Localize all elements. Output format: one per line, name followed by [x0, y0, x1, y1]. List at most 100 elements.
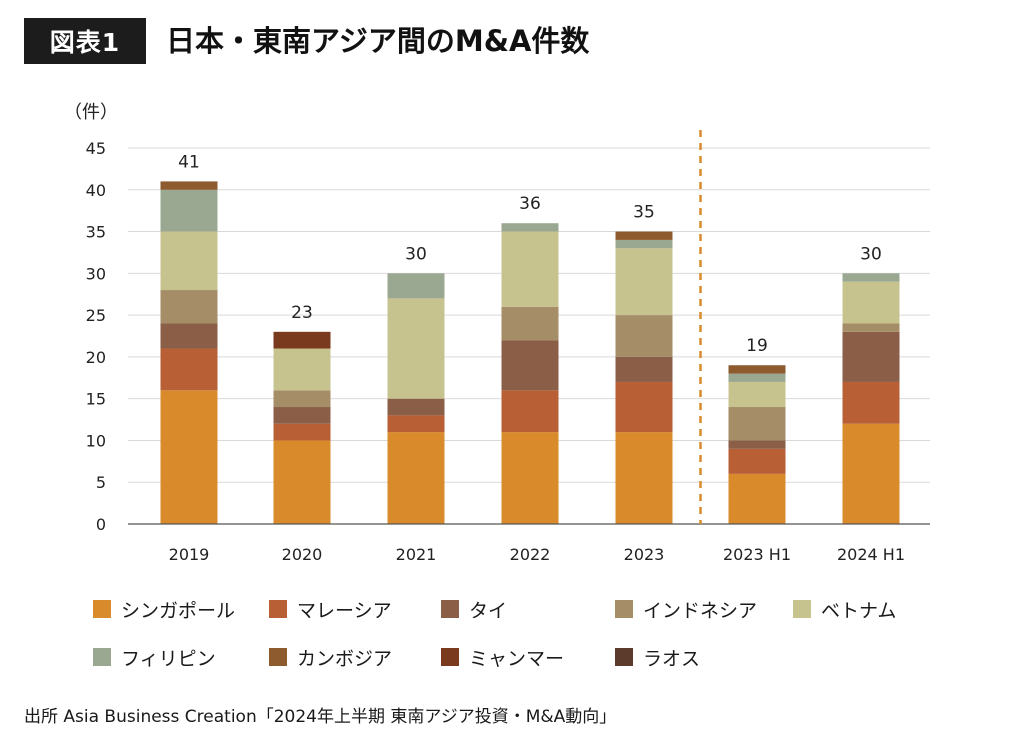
bar-segment — [842, 323, 900, 332]
legend-label: マレーシア — [297, 599, 392, 622]
legend-item: カンボジア — [269, 644, 441, 670]
bar-segment — [273, 331, 331, 349]
bar-segment — [501, 231, 559, 307]
y-tick-label: 5 — [96, 473, 106, 492]
legend-item: タイ — [441, 596, 615, 622]
bar-segment — [842, 331, 900, 382]
x-tick-label: 2023 — [624, 545, 665, 564]
y-tick-label: 20 — [86, 348, 106, 367]
bar-segment — [273, 390, 331, 408]
bar-segment — [387, 298, 445, 399]
y-tick-label: 15 — [86, 390, 106, 409]
bar-segment — [842, 281, 900, 324]
y-axis-label: （件） — [64, 102, 118, 123]
bar-segment — [615, 381, 673, 433]
y-tick-label: 30 — [86, 264, 106, 283]
bar-segment — [728, 373, 786, 382]
y-tick-label: 45 — [86, 139, 106, 158]
bar-segment — [615, 356, 673, 382]
y-tick-label: 35 — [86, 223, 106, 242]
legend-swatch — [441, 600, 459, 618]
bar-segment — [273, 423, 331, 441]
bar-segment — [728, 365, 786, 374]
legend-swatch — [615, 648, 633, 666]
total-label: 35 — [633, 203, 655, 223]
bar-segment — [728, 440, 786, 449]
legend-swatch — [269, 648, 287, 666]
legend-swatch — [441, 648, 459, 666]
legend-swatch — [615, 600, 633, 618]
legend-item: ラオス — [615, 644, 793, 670]
bar-segment — [501, 340, 559, 391]
legend-label: シンガポール — [121, 599, 236, 622]
total-label: 36 — [519, 194, 541, 214]
legend-item: マレーシア — [269, 596, 441, 622]
bar-segment — [615, 231, 673, 240]
bar-segment — [160, 181, 218, 190]
legend-swatch — [93, 600, 111, 618]
bar-segment — [501, 432, 559, 524]
x-tick-label: 2019 — [169, 545, 210, 564]
legend-label: カンボジア — [297, 647, 393, 670]
bar-segment — [160, 323, 218, 349]
legend-item: フィリピン — [93, 644, 269, 670]
legend-label: ミャンマー — [469, 647, 565, 670]
bar-segment — [387, 415, 445, 433]
legend-label: フィリピン — [121, 647, 216, 670]
x-tick-label: 2022 — [510, 545, 551, 564]
bar-segment — [728, 381, 786, 408]
bar-segment — [501, 390, 559, 433]
x-tick-label: 2024 H1 — [837, 545, 905, 564]
bar-segment — [160, 390, 218, 524]
x-tick-label: 2021 — [396, 545, 437, 564]
legend-swatch — [793, 600, 811, 618]
legend-label: ベトナム — [821, 599, 897, 622]
bar-segment — [842, 423, 900, 524]
bar-segment — [273, 348, 331, 391]
legend-swatch — [269, 600, 287, 618]
bar-segment — [273, 407, 331, 424]
bar-segment — [273, 440, 331, 524]
stacked-bar-chart: 0 5 10 15 20 25 30 35 40 45 （件） 41 2019 23 2020 30 2021 3… — [64, 102, 930, 564]
bar-segment — [160, 290, 218, 324]
bar-segment — [160, 189, 218, 232]
total-label: 23 — [291, 303, 313, 323]
bar-segment — [160, 348, 218, 391]
legend-label: インドネシア — [643, 599, 758, 622]
bar-segment — [615, 239, 673, 249]
legend-swatch — [93, 648, 111, 666]
total-label: 41 — [178, 152, 200, 172]
x-tick-label: 2020 — [282, 545, 323, 564]
x-tick-label: 2023 H1 — [723, 545, 791, 564]
y-tick-label: 0 — [96, 515, 106, 534]
total-label: 30 — [860, 244, 882, 264]
legend-item: インドネシア — [615, 596, 793, 622]
y-tick-label: 10 — [86, 431, 106, 450]
bar-segment — [842, 273, 900, 282]
legend-label: ラオス — [643, 647, 701, 670]
chart-title: 日本・東南アジア間のM&A件数 — [166, 24, 590, 58]
bar-segment — [387, 432, 445, 524]
bar-segment — [728, 448, 786, 474]
legend: シンガポール マレーシア タイ インドネシア ベトナムフィリピン カンボジア ミャンマー ラオ… — [93, 596, 993, 670]
bar-segment — [728, 473, 786, 524]
legend-item: ベトナム — [793, 596, 963, 622]
figure-label: 図表1 — [24, 18, 146, 64]
bar-segment — [387, 273, 445, 299]
total-label: 19 — [746, 336, 768, 356]
bar-segment — [842, 381, 900, 424]
bar-segment — [615, 315, 673, 357]
y-tick-label: 40 — [86, 181, 106, 200]
y-tick-label: 25 — [86, 306, 106, 325]
legend-item: シンガポール — [93, 596, 269, 622]
bar-segment — [615, 432, 673, 524]
total-label: 30 — [405, 244, 427, 264]
bar-segment — [387, 398, 445, 416]
bar-segment — [501, 223, 559, 232]
source-note: 出所 Asia Business Creation「2024年上半期 東南アジア… — [24, 707, 617, 727]
bar-segment — [160, 231, 218, 291]
bar-segment — [615, 248, 673, 316]
bar-segment — [728, 407, 786, 441]
legend-label: タイ — [469, 599, 508, 622]
legend-item: ミャンマー — [441, 644, 615, 670]
